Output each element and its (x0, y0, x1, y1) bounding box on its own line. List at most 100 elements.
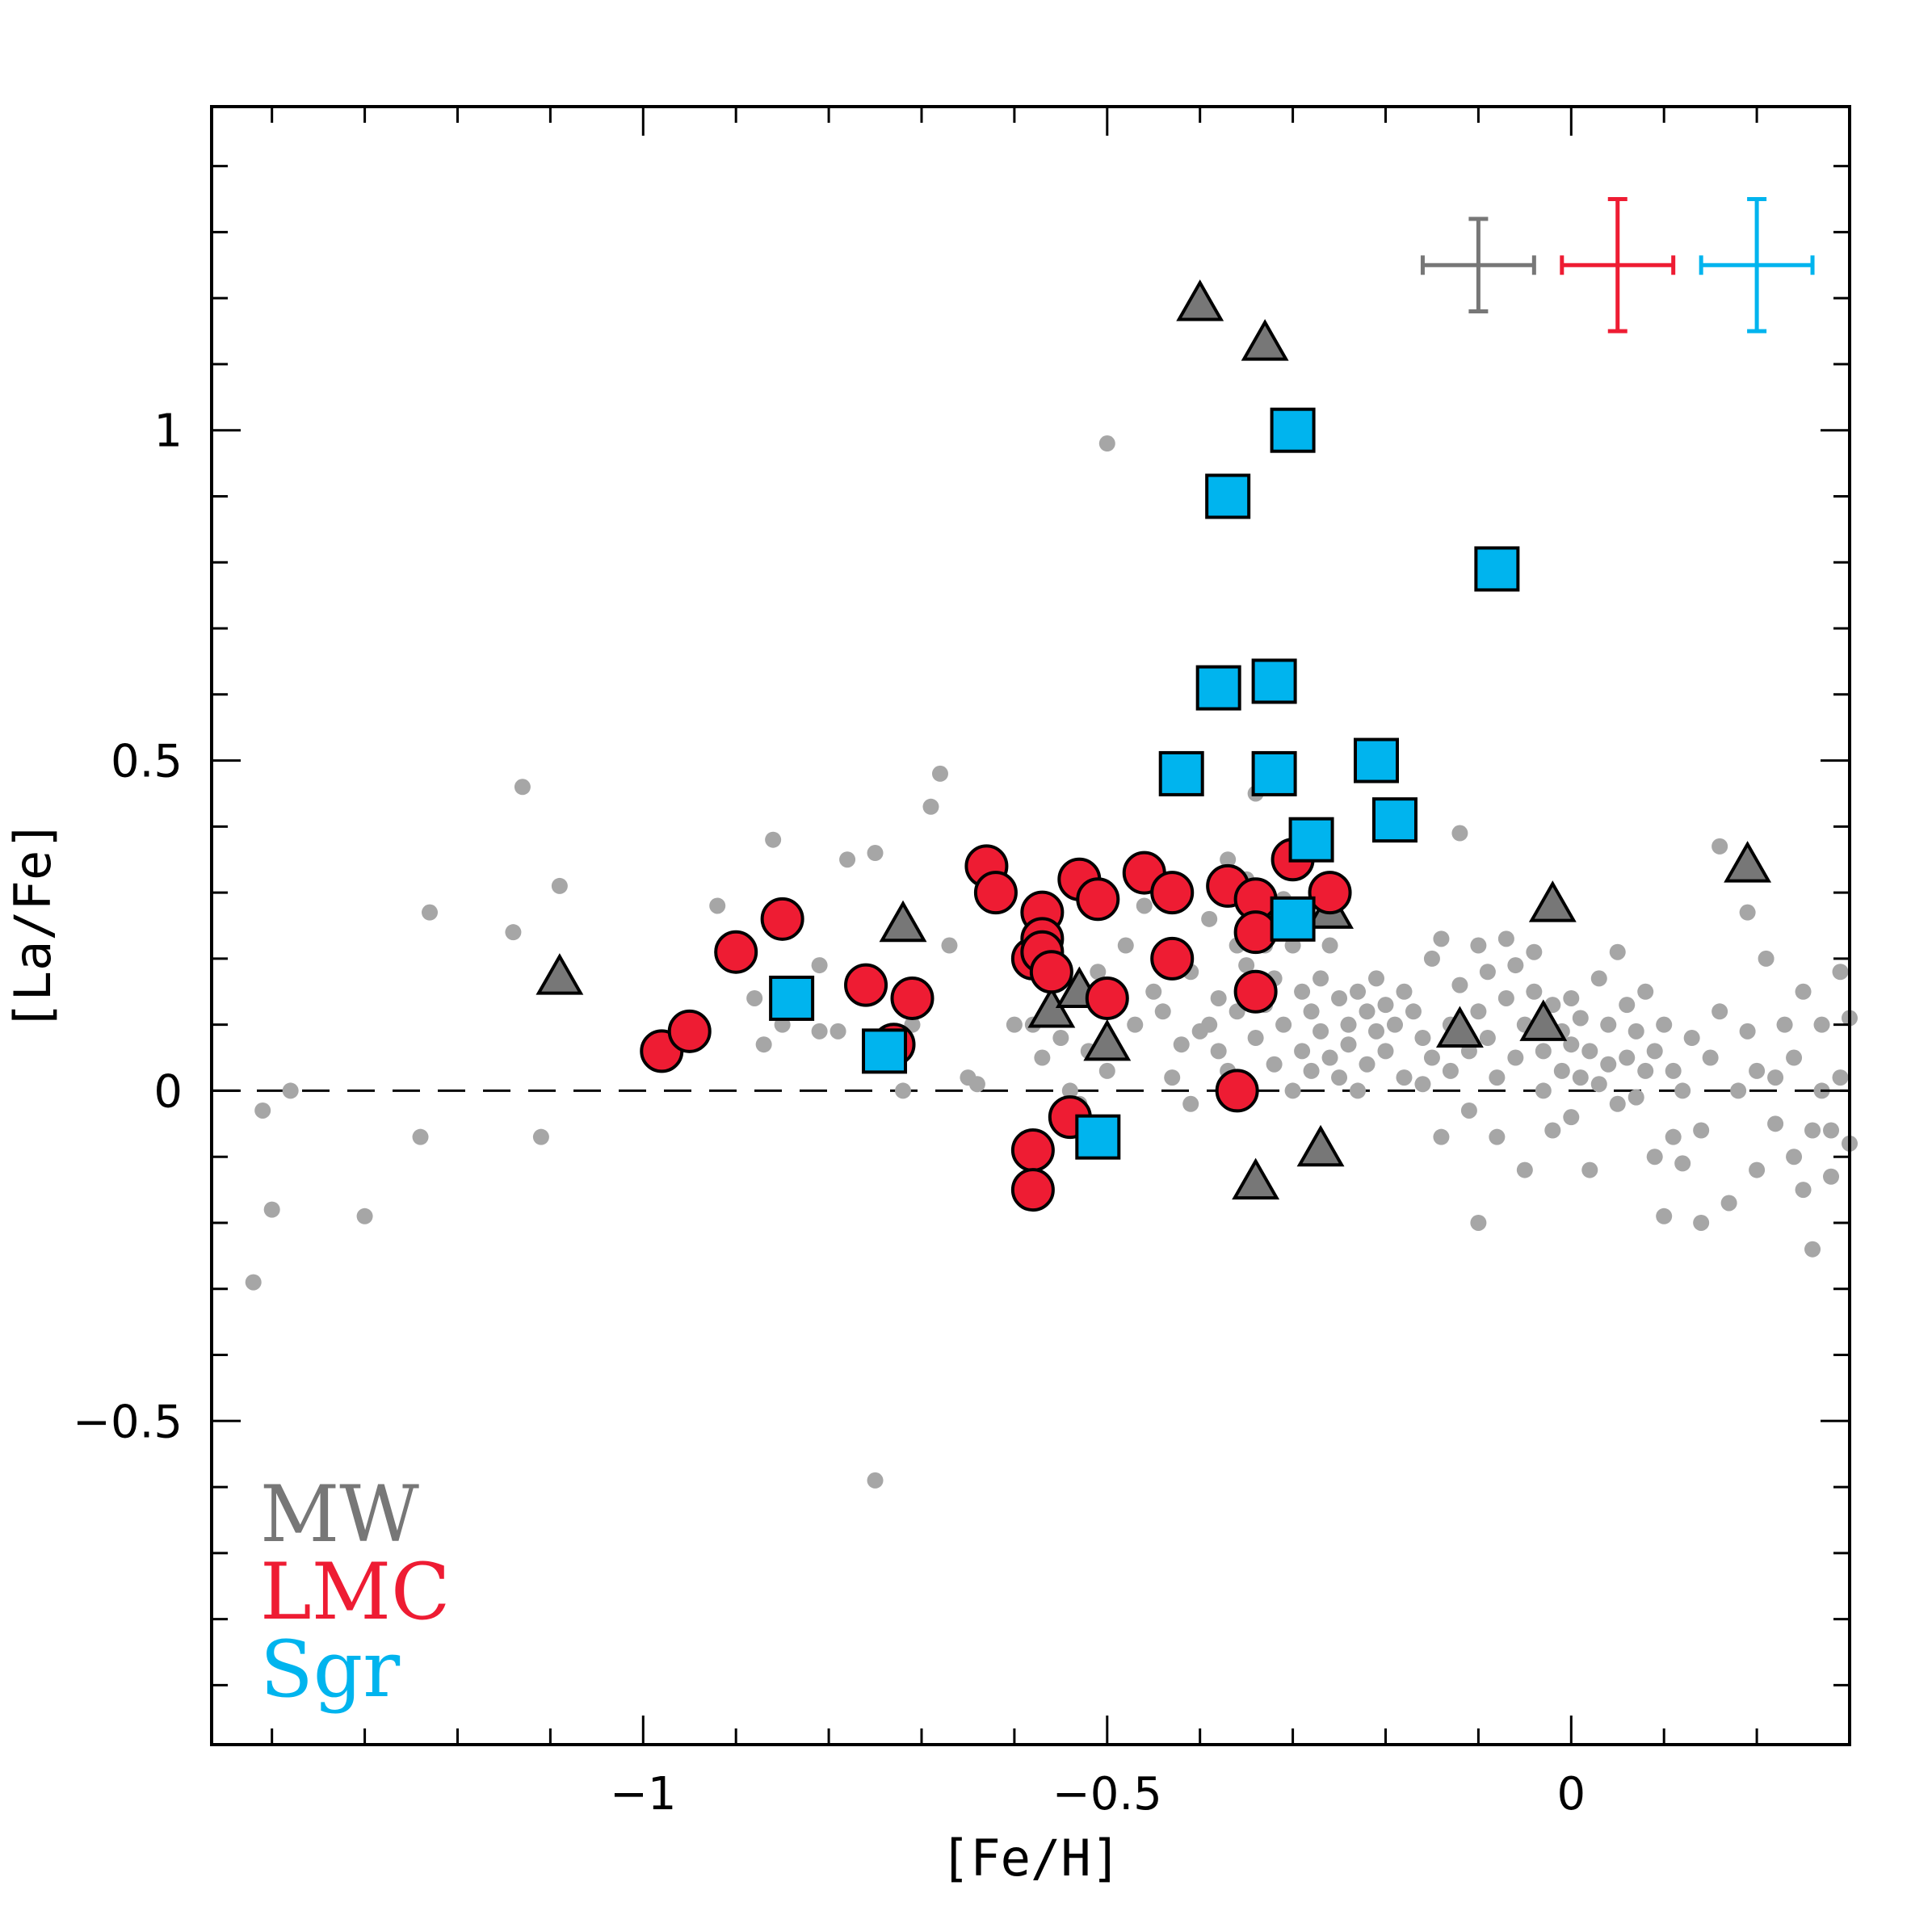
mw-field-point (1804, 1241, 1821, 1258)
mw-field-point (1544, 1122, 1561, 1139)
mw-field-point (1479, 964, 1496, 981)
mw-field-point (1238, 957, 1255, 974)
mw-field-point (839, 851, 856, 868)
mw-field-point (1433, 930, 1450, 947)
mw-triangle-point (1528, 880, 1577, 922)
mw-field-point (1414, 1076, 1431, 1093)
mw-field-point (514, 779, 531, 796)
y-tick-label: −0.5 (73, 1396, 183, 1448)
mw-field-point (1386, 1016, 1403, 1033)
mw-field-point (1563, 1036, 1580, 1053)
mw-field-point (1712, 1003, 1728, 1020)
lmc-circle-point (1233, 910, 1278, 955)
mw-field-point (1563, 989, 1580, 1006)
mw-field-point (1526, 943, 1543, 960)
plot-frame (210, 105, 1851, 1746)
mw-field-point (1090, 964, 1107, 981)
mw-field-point (1433, 1128, 1450, 1145)
mw-field-point (1786, 1149, 1803, 1166)
mw-field-point (765, 831, 782, 848)
mw-field-point (532, 1128, 549, 1145)
lmc-circle-point (844, 963, 888, 1007)
mw-field-point (1804, 1122, 1821, 1139)
mw-field-point (1396, 983, 1413, 1000)
mw-field-point (867, 845, 884, 862)
mw-field-point (1294, 983, 1311, 1000)
mw-field-point (1489, 1128, 1506, 1145)
mw-field-point (1665, 1062, 1682, 1079)
mw-field-point (1052, 1030, 1069, 1047)
sgr-square-point (1371, 797, 1418, 843)
mw-field-point (1609, 943, 1626, 960)
mw-field-point (1479, 1030, 1496, 1047)
mw-field-point (1656, 1208, 1673, 1224)
mw-triangle-point (1241, 319, 1289, 361)
error-bars (1420, 196, 1815, 334)
mw-field-point (1321, 1049, 1338, 1066)
mw-field-point (1581, 1043, 1598, 1060)
mw-field-point (1275, 1016, 1292, 1033)
mw-field-point (1619, 1049, 1636, 1066)
mw-field-point (1006, 1016, 1023, 1033)
legend: MW LMC Sgr (260, 1469, 451, 1715)
mw-field-point (1572, 1010, 1589, 1027)
mw-field-point (1720, 1195, 1737, 1212)
mw-field-point (1442, 1062, 1459, 1079)
mw-triangle-point (1232, 1157, 1280, 1200)
mw-field-point (1350, 983, 1367, 1000)
mw-field-point (1368, 1023, 1385, 1040)
mw-field-point (1646, 1043, 1663, 1060)
lmc-circle-point (1029, 950, 1073, 994)
mw-field-point (1210, 1043, 1227, 1060)
mw-field-point (1730, 1082, 1747, 1099)
mw-field-point (867, 1472, 884, 1489)
mw-field-point (1303, 1062, 1320, 1079)
mw-field-point (746, 989, 763, 1006)
sgr-square-point (1270, 896, 1316, 942)
mw-field-point (1321, 937, 1338, 954)
lmc-circle-point (1085, 976, 1129, 1020)
mw-field-point (245, 1274, 262, 1291)
mw-field-point (1340, 1016, 1357, 1033)
mw-field-point (1656, 1016, 1673, 1033)
mw-field-point (1331, 989, 1348, 1006)
mw-field-point (1414, 1030, 1431, 1047)
mw-field-point (1507, 1049, 1524, 1066)
mw-field-point (1284, 1082, 1301, 1099)
sgr-square-point (1158, 750, 1204, 796)
mw-field-point (1470, 1214, 1487, 1231)
mw-field-point (1516, 1161, 1533, 1178)
mw-field-point (1098, 1062, 1115, 1079)
mw-field-point (1423, 950, 1440, 967)
mw-field-point (1674, 1155, 1691, 1172)
mw-triangle-point (1083, 1018, 1132, 1061)
sgr-square-point (1270, 407, 1316, 453)
mw-field-point (1693, 1214, 1710, 1231)
mw-field-point (1377, 1043, 1394, 1060)
lmc-circle-point (1215, 1069, 1259, 1113)
mw-field-point (1600, 1056, 1617, 1073)
mw-field-point (830, 1023, 846, 1040)
mw-field-point (1581, 1161, 1598, 1178)
lmc-circle-point (714, 930, 758, 974)
mw-field-point (1145, 983, 1162, 1000)
mw-field-point (922, 798, 939, 815)
mw-field-point (1535, 1082, 1552, 1099)
mw-field-point (1210, 989, 1227, 1006)
y-tick-labels: −0.5 0 0.5 1 (73, 405, 183, 1449)
mw-triangle-point (1176, 279, 1224, 321)
mw-field-point (1563, 1109, 1580, 1126)
mw-field-point (1331, 1069, 1348, 1086)
mw-field-point (1470, 1003, 1487, 1020)
mw-field-point (1182, 1095, 1199, 1112)
sgr-square-point (1354, 737, 1400, 783)
mw-field-point (755, 1036, 772, 1053)
mw-field-point (1535, 1043, 1552, 1060)
mw-field-point (1061, 1082, 1078, 1099)
sgr-square-point (1251, 750, 1297, 796)
mw-field-point (1823, 1168, 1840, 1185)
x-axis-title: [Fe/H] (940, 1829, 1121, 1888)
mw-field-point (1489, 1069, 1506, 1086)
mw-triangle-point (1435, 1006, 1484, 1048)
